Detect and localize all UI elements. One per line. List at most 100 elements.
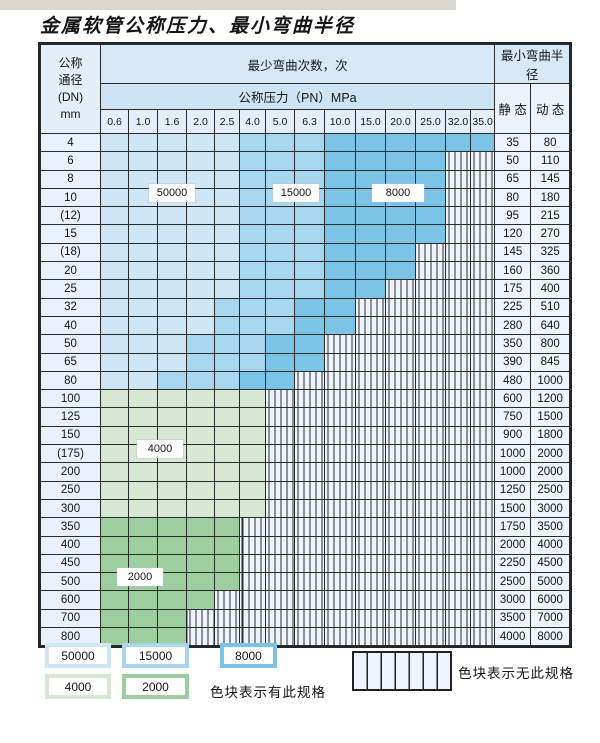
no-spec-cell (355, 517, 386, 537)
no-spec-cell (445, 627, 471, 647)
static-value: 3500 (494, 608, 532, 629)
table-row: 600 3000 6000 (40, 590, 571, 610)
dn-cell: 6 (40, 151, 101, 171)
dynamic-value: 80 (530, 132, 571, 153)
cycle-cell (265, 297, 295, 317)
no-spec-cell (355, 535, 386, 555)
cycle-cell (415, 206, 446, 226)
no-spec-cell (469, 352, 496, 372)
cycle-cell (239, 206, 266, 226)
table-row: 15 120 270 (40, 224, 571, 244)
dynamic-value: 800 (530, 334, 571, 354)
dynamic-value: 510 (530, 297, 571, 317)
static-value: 65 (494, 169, 532, 189)
no-spec-cell (324, 608, 356, 629)
cycle-cell (157, 261, 187, 281)
dynamic-value: 1200 (530, 389, 571, 409)
cycle-cell (128, 498, 158, 519)
no-spec-cell (294, 462, 325, 482)
no-spec-cell (355, 553, 386, 574)
table-row: 125 750 1500 (40, 407, 571, 427)
dynamic-value: 4000 (530, 535, 571, 555)
cycle-cell (355, 206, 386, 226)
cycle-cell (324, 261, 356, 281)
no-spec-cell (324, 334, 356, 354)
no-spec-cell (445, 297, 471, 317)
dn-header-line: mm (60, 106, 81, 121)
no-spec-cell (355, 389, 386, 409)
table-row: 4 35 80 (40, 132, 571, 153)
no-spec-cell (469, 261, 496, 281)
no-spec-cell (265, 498, 295, 519)
no-spec-cell (469, 627, 496, 647)
no-spec-cell (445, 444, 471, 464)
static-value: 1000 (494, 444, 532, 464)
table-row: 65 390 845 (40, 352, 571, 372)
cycle-cell (214, 480, 240, 500)
dn-cell: 500 (40, 572, 101, 592)
no-spec-cell (294, 389, 325, 409)
cycle-cell (324, 151, 356, 171)
no-spec-cell (469, 572, 496, 592)
dynamic-value: 5000 (530, 572, 571, 592)
cycle-cell (100, 498, 129, 519)
cycle-cell (128, 407, 158, 427)
cycle-cell (157, 224, 187, 244)
static-value: 35 (494, 132, 532, 153)
cycle-cell (157, 407, 187, 427)
cycle-cell (157, 370, 187, 391)
no-spec-cell (385, 297, 416, 317)
table-row: (18) 145 325 (40, 242, 571, 263)
cycle-cell (186, 297, 215, 317)
table-row: 40 280 640 (40, 315, 571, 336)
cycle-cell (100, 169, 129, 189)
no-spec-cell (415, 242, 446, 263)
cycle-cell (294, 261, 325, 281)
pressure-tick: 35.0 (469, 109, 496, 134)
dynamic-value: 1500 (530, 407, 571, 427)
cycle-cell (157, 535, 187, 555)
cycle-cell (385, 206, 416, 226)
pressure-tick: 0.6 (100, 109, 129, 134)
table-row: 500 2500 5000 (40, 572, 571, 592)
scan-gray-band (0, 0, 456, 10)
cycle-cell (157, 590, 187, 610)
table-row: 100 600 1200 (40, 389, 571, 409)
no-spec-cell (415, 261, 446, 281)
no-spec-cell (469, 206, 496, 226)
dynamic-value: 215 (530, 206, 571, 226)
cycle-cell (294, 334, 325, 354)
cycle-cell (186, 444, 215, 464)
pressure-tick: 4.0 (239, 109, 266, 134)
cycle-cell (128, 132, 158, 153)
dynamic-value: 3000 (530, 498, 571, 519)
static-value: 900 (494, 425, 532, 446)
no-spec-cell (445, 261, 471, 281)
cycle-cell (100, 279, 129, 299)
cycle-cell (239, 334, 266, 354)
cycle-cell (128, 352, 158, 372)
static-value: 120 (494, 224, 532, 244)
cycle-cell (186, 132, 215, 153)
cycle-cell (239, 297, 266, 317)
no-spec-cell (239, 572, 266, 592)
cycle-cell (294, 279, 325, 299)
cycle-cell (128, 151, 158, 171)
static-value: 350 (494, 334, 532, 354)
no-spec-cell (415, 462, 446, 482)
pressure-tick: 1.0 (128, 109, 158, 134)
no-spec-cell (415, 480, 446, 500)
spec-table-wrap: 公称 通径 (DN) mm 最少弯曲次数，次 最小弯曲半径 公称压力（PN）MPa 静… (38, 42, 573, 649)
no-spec-cell (415, 498, 446, 519)
no-spec-cell (445, 590, 471, 610)
legend-note-has: 色块表示有此规格 (210, 685, 326, 700)
cycle-cell (214, 206, 240, 226)
cycle-cell (239, 242, 266, 263)
cycle-cell (469, 132, 496, 153)
no-spec-cell (469, 334, 496, 354)
no-spec-cell (355, 498, 386, 519)
cycle-cell (214, 132, 240, 153)
no-spec-cell (415, 627, 446, 647)
no-spec-cell (445, 407, 471, 427)
cycle-cell (100, 608, 129, 629)
